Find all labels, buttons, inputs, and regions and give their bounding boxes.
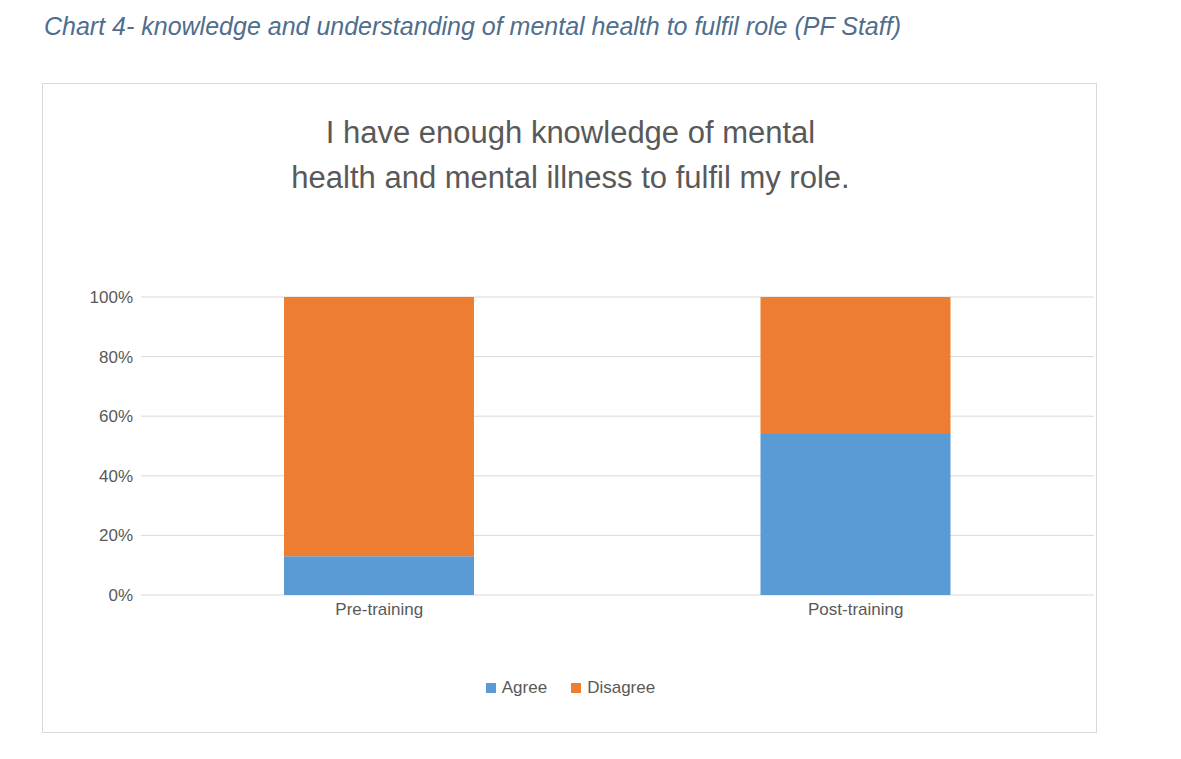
svg-text:0%: 0% — [108, 586, 133, 605]
svg-text:80%: 80% — [99, 348, 133, 367]
html-text:Agree: Agree — [501, 678, 548, 697]
html-text:I have enough knowledge of men: I have enough knowledge of mental health… — [291, 115, 850, 195]
html-text:Disagree: Disagree — [587, 678, 656, 697]
svg-text:40%: 40% — [99, 467, 133, 486]
svg-text:Pre-training: Pre-training — [335, 600, 423, 619]
svg-text:100%: 100% — [90, 288, 133, 307]
svg-text:20%: 20% — [99, 526, 133, 545]
svg-text:Post-training: Post-training — [808, 600, 903, 619]
html-text:Chart 4- knowledge and underst: Chart 4- knowledge and understanding of … — [44, 12, 901, 40]
svg-text:60%: 60% — [99, 407, 133, 426]
